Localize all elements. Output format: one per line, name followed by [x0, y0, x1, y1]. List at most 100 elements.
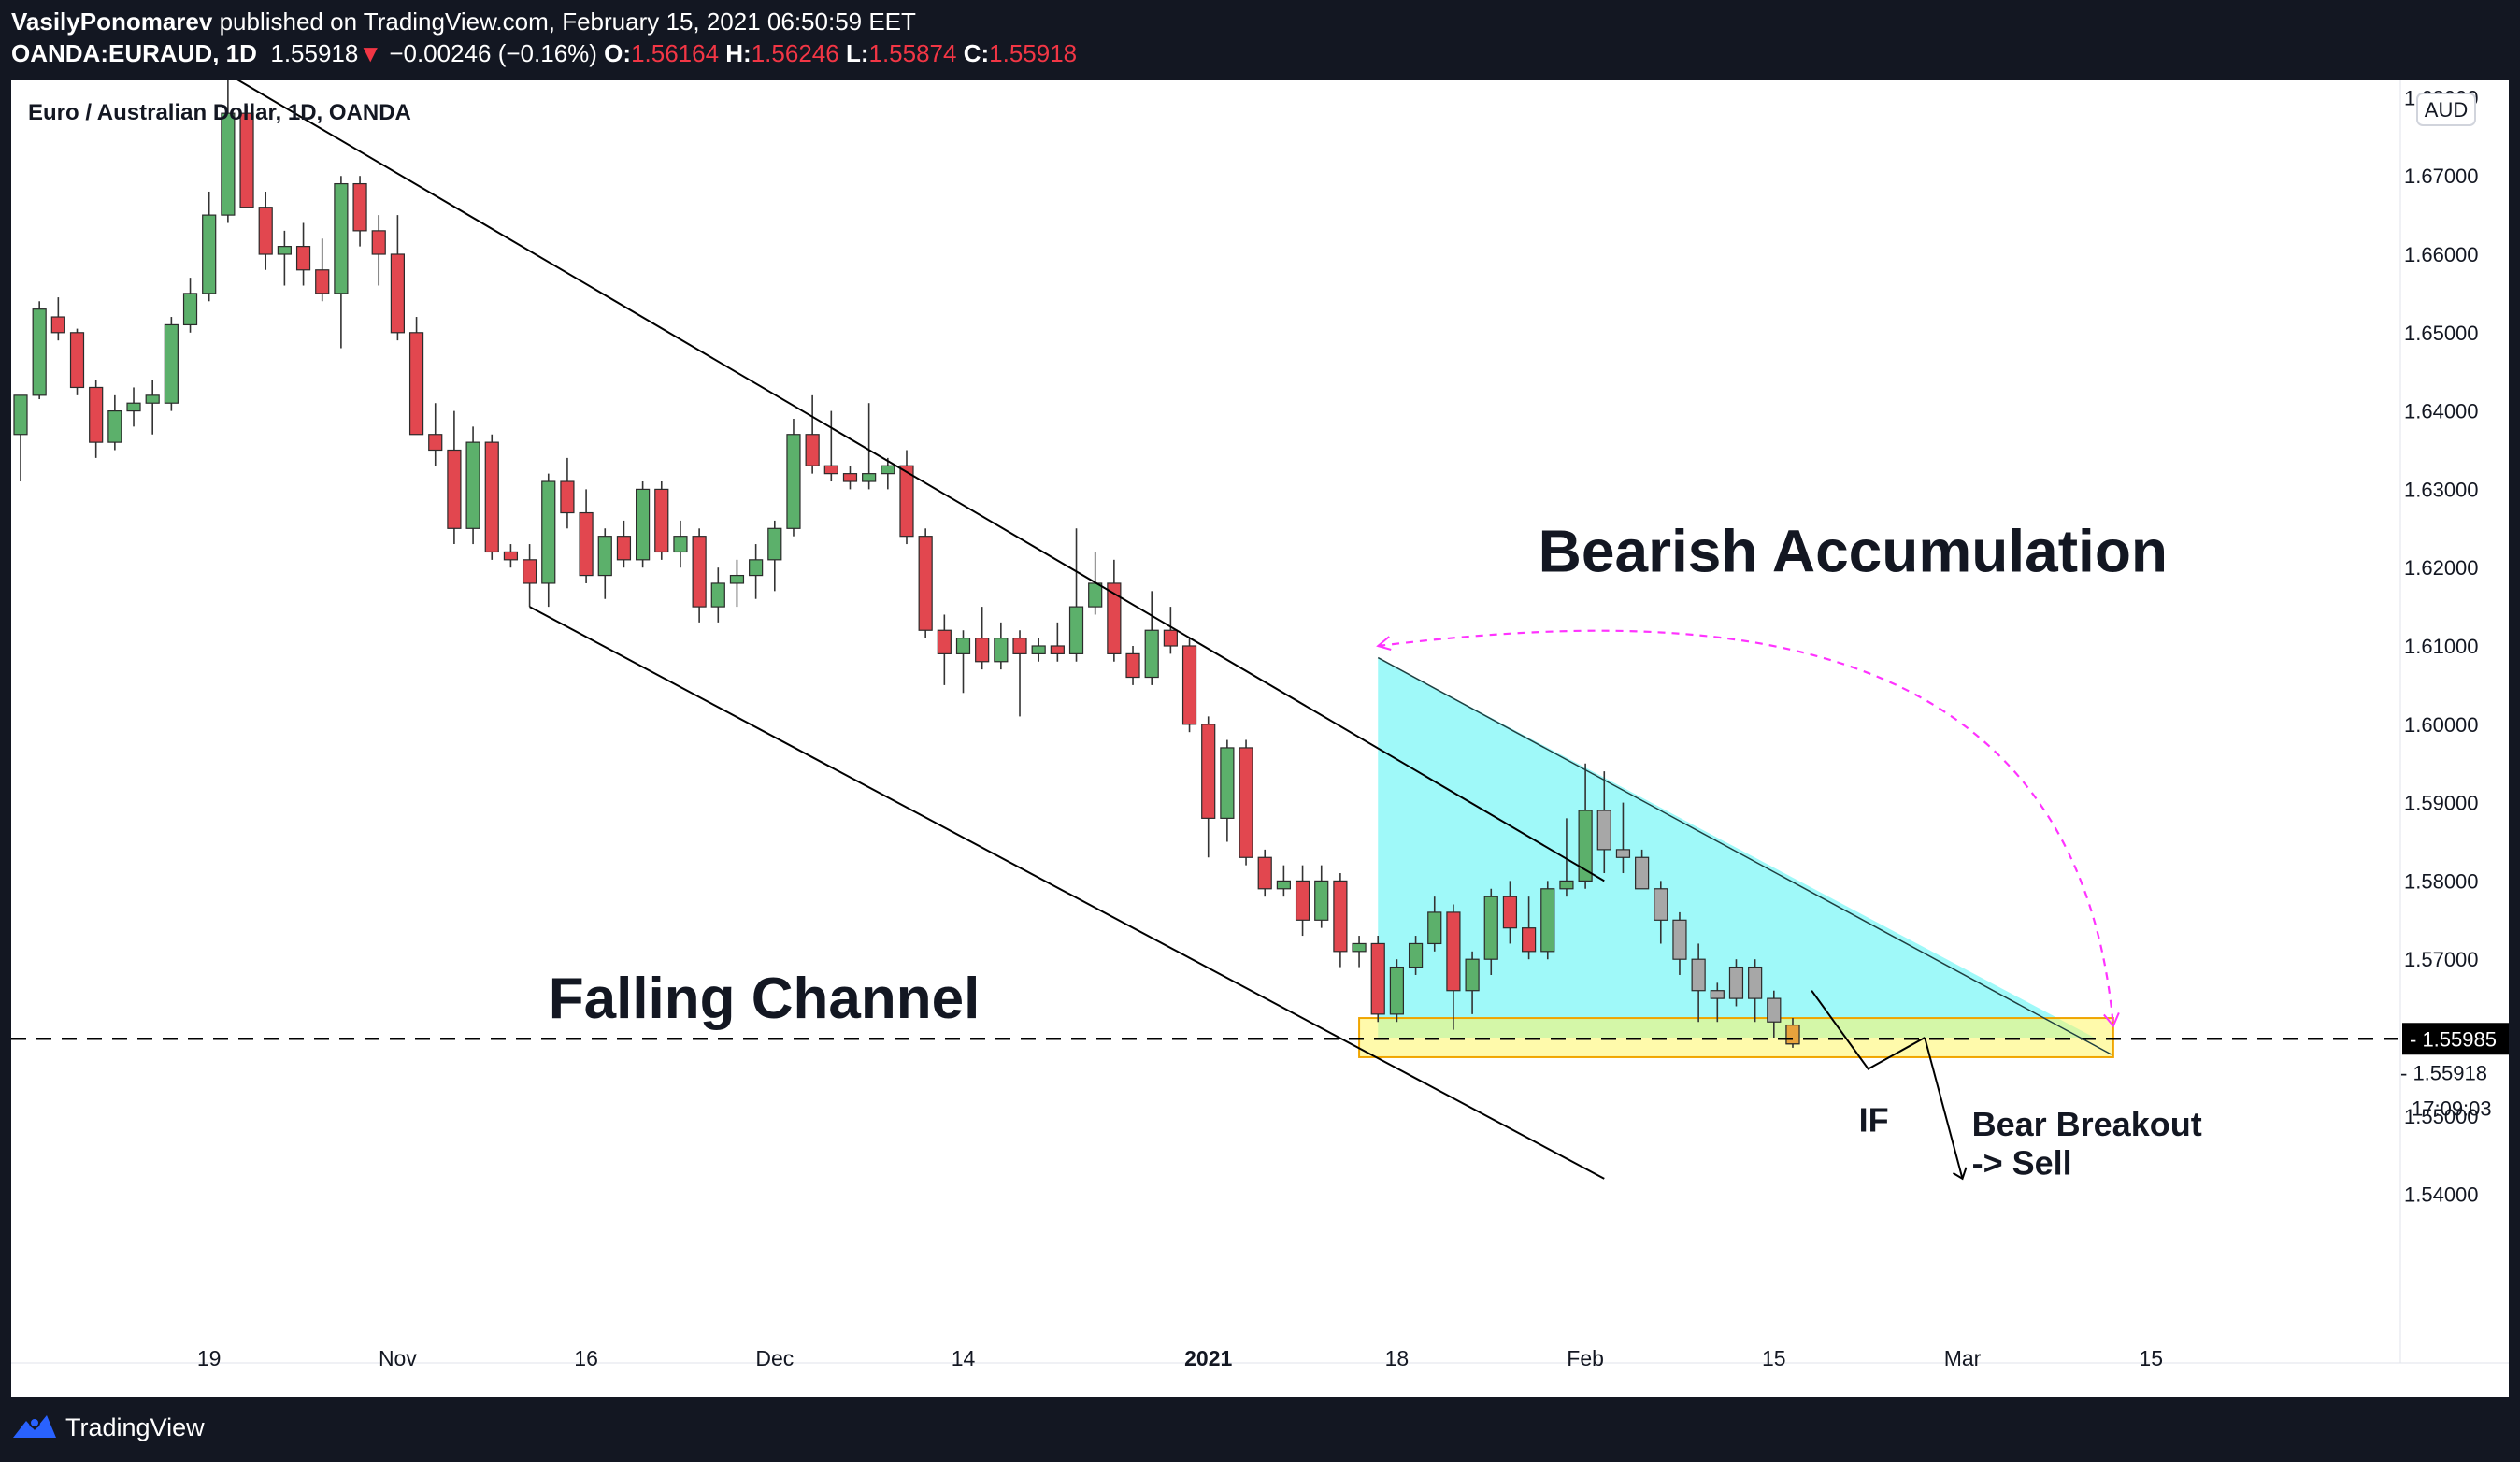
channel-upper-line	[236, 80, 1605, 882]
candle-body	[1427, 911, 1442, 945]
time-tick-label: 14	[952, 1346, 976, 1370]
footer-bar	[0, 1397, 2520, 1462]
candle-body	[1276, 880, 1291, 890]
candle	[1672, 911, 1687, 975]
current-price-label: - 1.55985	[2410, 1027, 2497, 1051]
candle-body	[50, 316, 65, 334]
candle	[1163, 607, 1178, 654]
live-candle-body	[1785, 1024, 1800, 1045]
candle	[1728, 959, 1744, 1007]
candle	[1389, 959, 1405, 1023]
candle-body	[560, 480, 575, 514]
price-tick-label: 1.55000	[2404, 1105, 2479, 1128]
candle-body	[1107, 582, 1122, 654]
high-label: H:	[725, 39, 752, 67]
price-chart[interactable]: 1.680001.670001.660001.650001.640001.630…	[11, 80, 2509, 1397]
channel-lower-line	[529, 606, 1605, 1180]
candle	[503, 544, 519, 568]
candle-body	[32, 308, 47, 396]
candle-body	[636, 488, 651, 561]
symbol-label[interactable]: OANDA:EURAUD, 1D	[11, 39, 257, 67]
candle-body	[1559, 880, 1574, 890]
candle-body	[89, 386, 104, 443]
candle-body	[729, 574, 745, 584]
tradingview-brand[interactable]: TradingView	[11, 1412, 205, 1443]
candle-body	[1502, 896, 1518, 929]
candle-body	[805, 434, 820, 466]
candle-body	[465, 441, 480, 529]
candle	[918, 528, 933, 638]
candle	[1446, 904, 1461, 1030]
currency-badge[interactable]: AUD	[2416, 93, 2476, 126]
candle-body	[69, 332, 85, 389]
tradingview-logo-icon	[13, 1415, 56, 1438]
candle	[1239, 739, 1253, 866]
low-label: L:	[845, 39, 869, 67]
if-scenario-path	[1811, 990, 1926, 1070]
time-tick-label: Mar	[1944, 1346, 1982, 1370]
candle-body	[1012, 638, 1027, 654]
candle	[1257, 849, 1272, 897]
projection-arc	[1378, 629, 2114, 1026]
candle-body	[1748, 966, 1763, 999]
candle	[239, 105, 254, 208]
time-axis[interactable]: 19 Nov 16 Dec 14 2021 18 Feb 15 Mar 15	[11, 1346, 2509, 1370]
candle-body	[654, 488, 669, 553]
price-tick-label: 1.57000	[2404, 948, 2479, 971]
candle	[89, 380, 104, 458]
close-price-label: - 1.55918	[2400, 1061, 2487, 1084]
candles	[13, 80, 1800, 1048]
candle-body	[182, 293, 198, 326]
candle-body	[1446, 911, 1461, 992]
candle-body	[579, 511, 594, 577]
author-name[interactable]: VasilyPonomarev	[11, 7, 213, 36]
candle	[673, 520, 688, 568]
time-tick-label: 15	[1762, 1346, 1786, 1370]
candle	[1050, 622, 1065, 662]
candle-body	[1181, 645, 1197, 725]
candle-body	[1710, 990, 1725, 999]
price-tick-label: 1.65000	[2404, 322, 2479, 345]
candle-body	[1201, 724, 1216, 819]
candle-body	[823, 465, 838, 475]
candle-body	[1408, 942, 1424, 968]
time-tick-label: 2021	[1184, 1346, 1232, 1370]
price-tick-label: 1.59000	[2404, 792, 2479, 815]
candle-body	[597, 536, 612, 577]
candle	[1333, 873, 1348, 968]
price-tick-label: 1.66000	[2404, 243, 2479, 266]
candle-body	[1220, 747, 1235, 819]
candle	[805, 394, 820, 474]
candle-body	[1578, 810, 1593, 882]
candle-body	[1088, 582, 1103, 608]
candle-body	[1596, 810, 1611, 851]
currency-label: AUD	[2425, 98, 2468, 122]
candle	[1502, 881, 1518, 944]
annotation-text: Bear Breakout	[1972, 1105, 2202, 1143]
candle-body	[1050, 645, 1065, 654]
time-tick-label: Nov	[379, 1346, 417, 1370]
candle-body	[881, 465, 895, 475]
candle-body	[1163, 629, 1178, 647]
candle-body	[1465, 958, 1480, 992]
candle-body	[1370, 942, 1385, 1015]
candle-body	[239, 112, 254, 208]
candle-body	[899, 465, 914, 538]
low-value: 1.55874	[868, 39, 957, 67]
candle	[1370, 936, 1385, 1023]
price-axis[interactable]: 1.680001.670001.660001.650001.640001.630…	[2399, 80, 2509, 1363]
tradingview-wordmark: TradingView	[65, 1412, 205, 1441]
candle	[1635, 849, 1650, 890]
time-tick-label: 18	[1385, 1346, 1410, 1370]
candle	[277, 230, 292, 286]
price-tick-label: 1.63000	[2404, 478, 2479, 501]
candle	[1691, 943, 1706, 1023]
close-value: 1.55918	[989, 39, 1078, 67]
candle-body	[371, 230, 386, 255]
candle	[182, 278, 198, 333]
candle-body	[1125, 652, 1140, 679]
candle	[1540, 881, 1555, 960]
candle	[1295, 865, 1310, 937]
candle	[749, 544, 764, 599]
